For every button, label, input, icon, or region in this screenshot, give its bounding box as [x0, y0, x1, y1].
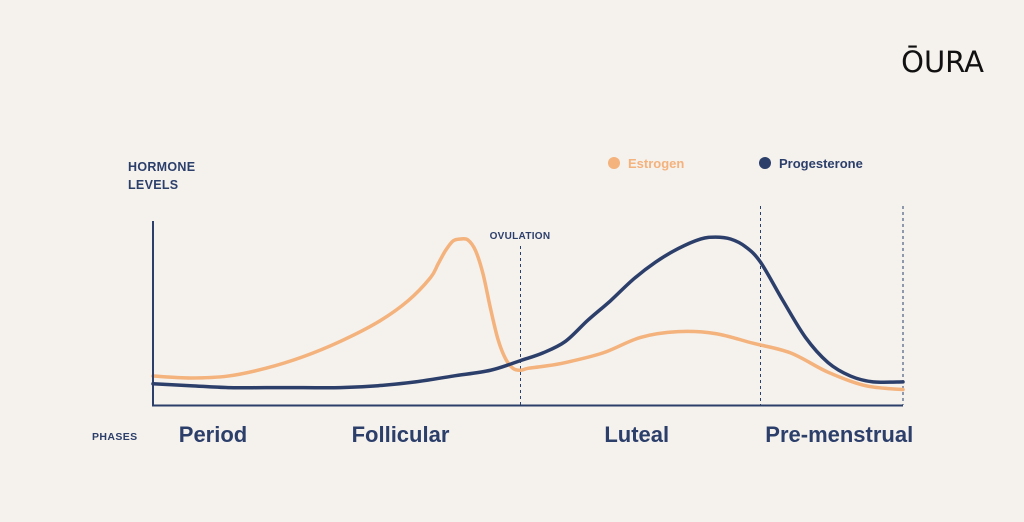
- phase-label-follicular: Follicular: [352, 422, 450, 447]
- ovulation-label: OVULATION: [490, 231, 551, 242]
- series-line-progesterone: [151, 235, 905, 390]
- phase-labels: Period Follicular Luteal Pre-menstrual: [179, 422, 913, 447]
- y-axis-label-line-1: HORMONE: [128, 160, 195, 174]
- phase-label-luteal: Luteal: [604, 422, 669, 447]
- oura-logo: ŌURA: [901, 45, 984, 79]
- x-axis-label: PHASES: [92, 431, 138, 443]
- legend-swatch-progesterone: [759, 157, 771, 169]
- y-axis-label-line-2: LEVELS: [128, 178, 178, 192]
- y-axis-label: HORMONE LEVELS: [128, 160, 199, 192]
- legend-label-progesterone: Progesterone: [779, 156, 863, 171]
- series-line-estrogen: [151, 236, 905, 392]
- series-lines: [151, 235, 905, 392]
- phase-label-period: Period: [179, 422, 247, 447]
- phase-boundary-lines: [520, 206, 904, 405]
- phase-label-pre-menstrual: Pre-menstrual: [765, 422, 913, 447]
- legend-label-estrogen: Estrogen: [628, 156, 684, 171]
- legend-swatch-estrogen: [608, 157, 620, 169]
- legend: Estrogen Progesterone: [608, 156, 863, 171]
